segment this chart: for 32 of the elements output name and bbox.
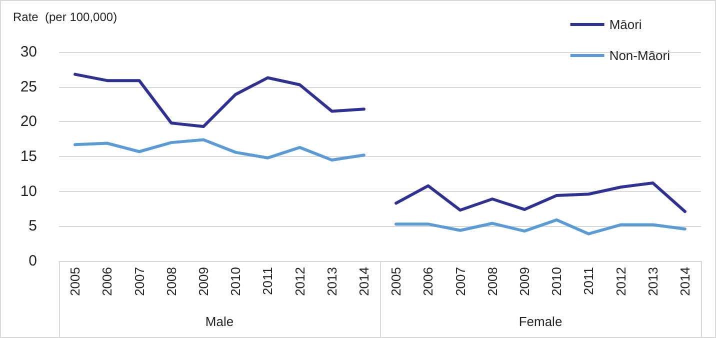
legend-label: Māori — [609, 17, 642, 32]
x-tick-label: 2007 — [452, 267, 468, 296]
x-tick-label: 2009 — [516, 267, 532, 296]
x-tick-label: 2008 — [484, 267, 500, 296]
x-tick-label: 2010 — [228, 267, 244, 296]
y-tick-label: 10 — [20, 182, 37, 200]
y-tick-label: 0 — [28, 252, 37, 270]
x-tick-label: 2014 — [356, 267, 372, 296]
x-tick-label: 2008 — [164, 267, 179, 296]
y-axis-title: Rate (per 100,000) — [13, 10, 118, 24]
x-tick-label: 2006 — [100, 267, 115, 296]
x-tick-label: 2012 — [292, 267, 308, 296]
y-tick-label: 25 — [20, 78, 37, 96]
x-tick-label: 2012 — [613, 267, 628, 296]
x-tick-label: 2014 — [677, 267, 692, 296]
legend-label: Non-Māori — [609, 48, 670, 63]
x-tick-label: 2009 — [196, 267, 211, 296]
x-tick-label: 2013 — [324, 267, 340, 296]
text: Male — [205, 314, 234, 329]
y-tick-label: 30 — [20, 44, 37, 60]
x-tick-label: 2005 — [388, 267, 404, 296]
x-tick-label: 2005 — [68, 267, 83, 296]
x-tick-label: 2006 — [420, 267, 436, 296]
x-tick-label: 2011 — [260, 267, 276, 295]
y-tick-label: 20 — [20, 113, 37, 130]
text: Female — [518, 314, 562, 329]
x-tick-label: 2010 — [549, 267, 564, 296]
x-tick-label: 2011 — [581, 267, 596, 295]
y-tick-label: 5 — [28, 218, 37, 235]
x-tick-label: 2013 — [645, 267, 660, 296]
y-tick-label: 15 — [20, 148, 37, 165]
x-tick-label: 2007 — [132, 267, 147, 296]
